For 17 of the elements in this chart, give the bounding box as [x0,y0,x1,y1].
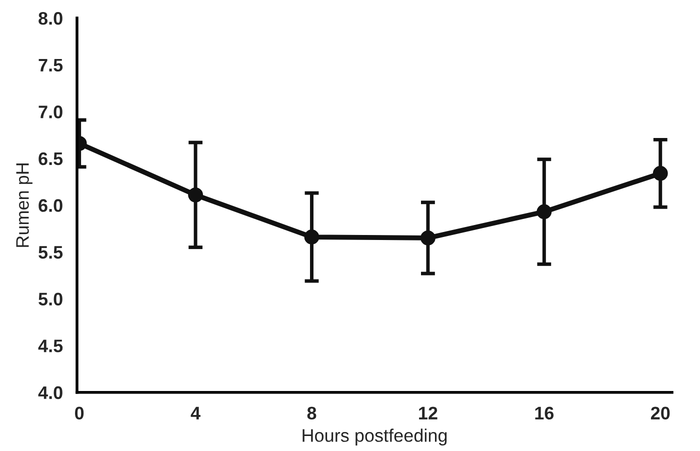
x-tick-label: 20 [650,406,670,420]
x-axis-title: Hours postfeeding [302,428,447,446]
y-tick-label: 5.0 [38,292,62,306]
x-tick-label: 4 [190,406,200,420]
y-tick-label: 7.5 [38,58,63,72]
y-tick-label: 8.0 [38,12,62,25]
x-tick-label: 12 [419,406,438,420]
y-tick-label: 6.5 [38,152,63,166]
x-tick-label: 0 [75,406,84,420]
y-tick-label: 4.5 [38,340,63,352]
y-tick-label: 7.0 [38,106,62,118]
y-tick-label: 6.0 [38,199,62,212]
x-tick-label: 16 [535,406,554,420]
y-axis-title: Rumen pH [16,164,32,247]
y-tick-label: 5.5 [38,246,63,259]
x-tick-label: 8 [307,406,316,420]
y-tick-label: 4.0 [38,386,62,400]
